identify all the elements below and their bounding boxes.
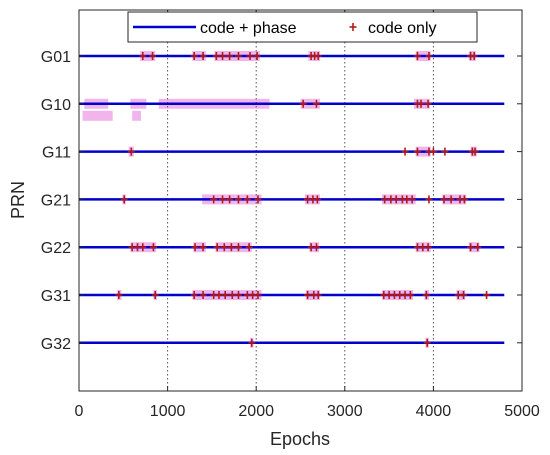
marker-g31-1 xyxy=(151,291,159,299)
marker-g21-18 xyxy=(447,195,455,204)
marker-g01-0 xyxy=(139,52,147,60)
marker-g31-0 xyxy=(115,291,123,299)
marker-g21-10 xyxy=(381,195,389,204)
legend-code-only-swatch xyxy=(349,23,357,31)
marker-g01-12 xyxy=(314,52,322,60)
y-axis-ticks: G01 G10 G11 G21 G22 G31 G32 xyxy=(41,49,522,353)
grid-layer xyxy=(167,10,434,391)
legend-code-only-label: code only xyxy=(368,20,437,37)
marker-g31-7 xyxy=(228,291,236,299)
marker-g01-3 xyxy=(199,52,207,60)
y-tick-label-g01: G01 xyxy=(41,49,71,66)
marker-g22-6 xyxy=(213,243,221,252)
marker-g10-3 xyxy=(417,99,425,108)
marker-g31-11 xyxy=(254,291,262,299)
marker-g21-15 xyxy=(408,195,416,204)
marker-g21-12 xyxy=(392,195,400,204)
marker-g21-9 xyxy=(313,195,321,204)
marker-g22-7 xyxy=(220,243,228,252)
highlight-g10b-0 xyxy=(82,110,113,121)
marker-g01-4 xyxy=(212,52,220,60)
marker-g11-5 xyxy=(441,147,449,156)
marker-g21-16 xyxy=(425,195,433,204)
marker-g31-8 xyxy=(234,291,242,299)
marker-g31-21 xyxy=(422,291,430,299)
y-tick-label-g10: G10 xyxy=(41,97,71,114)
marker-g22-10 xyxy=(245,243,253,252)
marker-g31-23 xyxy=(460,291,468,299)
marker-g01-13 xyxy=(413,52,421,60)
y-tick-label-g21: G21 xyxy=(41,192,71,209)
marker-g11-1 xyxy=(401,147,409,156)
marker-g10-0 xyxy=(299,99,307,108)
marker-g21-0 xyxy=(120,195,128,204)
marker-g32-0 xyxy=(248,338,256,347)
marker-g11-0 xyxy=(127,147,135,156)
marker-g22-17 xyxy=(474,243,482,252)
marker-g22-8 xyxy=(227,243,235,252)
marker-g21-6 xyxy=(254,195,262,204)
marker-g21-17 xyxy=(440,195,448,204)
marker-g01-5 xyxy=(219,52,227,60)
marker-g22-3 xyxy=(149,243,157,252)
marker-g11-4 xyxy=(429,147,437,156)
marker-g01-8 xyxy=(246,52,254,60)
marker-g01-1 xyxy=(149,52,157,60)
x-tick-label-2000: 2000 xyxy=(238,403,274,420)
y-tick-label-g22: G22 xyxy=(41,240,71,257)
x-tick-label-5000: 5000 xyxy=(504,403,540,420)
marker-g21-4 xyxy=(234,195,242,204)
marker-g21-20 xyxy=(460,195,468,204)
x-tick-label-1000: 1000 xyxy=(150,403,186,420)
marker-g01-14 xyxy=(425,52,433,60)
marker-g21-2 xyxy=(219,195,227,204)
marker-g22-12 xyxy=(312,243,320,252)
marker-g22-2 xyxy=(139,243,147,252)
marker-g22-15 xyxy=(424,243,432,252)
x-tick-label-4000: 4000 xyxy=(416,403,452,420)
legend-code-phase-label: code + phase xyxy=(200,20,297,37)
legend: code + phase code only xyxy=(127,11,478,43)
marker-g31-20 xyxy=(406,291,414,299)
marker-g01-2 xyxy=(190,52,198,60)
marker-g31-14 xyxy=(314,291,322,299)
marker-g22-16 xyxy=(467,243,475,252)
legend-plus-marker xyxy=(349,23,357,31)
marker-g22-9 xyxy=(234,243,242,252)
marker-g10-1 xyxy=(312,99,320,108)
marker-g01-9 xyxy=(253,52,261,60)
marker-g22-5 xyxy=(199,243,207,252)
marker-g01-7 xyxy=(234,52,242,60)
marker-g31-5 xyxy=(215,291,223,299)
marker-g01-16 xyxy=(470,52,478,60)
x-tick-label-3000: 3000 xyxy=(327,403,363,420)
y-axis-title: PRN xyxy=(8,181,28,219)
marker-g11-7 xyxy=(471,147,479,156)
marker-g11-2 xyxy=(413,147,421,156)
highlight-g10b-1 xyxy=(132,110,142,121)
y-tick-label-g11: G11 xyxy=(42,145,71,162)
marker-g31-12 xyxy=(304,291,312,299)
x-axis-ticks: 0 1000 2000 3000 4000 5000 xyxy=(75,10,540,420)
marker-g31-3 xyxy=(199,291,207,299)
marker-g31-24 xyxy=(483,291,491,299)
marker-g21-3 xyxy=(226,195,234,204)
marker-g21-5 xyxy=(243,195,251,204)
plot-area xyxy=(78,9,523,392)
marker-g31-6 xyxy=(221,291,229,299)
marker-g31-2 xyxy=(190,291,198,299)
marker-g32-1 xyxy=(423,338,431,347)
marker-g01-6 xyxy=(226,52,234,60)
x-tick-label-0: 0 xyxy=(75,403,84,420)
x-axis-title: Epochs xyxy=(270,429,330,449)
marker-g10-4 xyxy=(424,99,432,108)
y-tick-label-g31: G31 xyxy=(41,288,71,305)
y-tick-label-g32: G32 xyxy=(41,336,71,353)
code-only-markers xyxy=(115,52,491,347)
marker-g22-4 xyxy=(191,243,199,252)
marker-g21-1 xyxy=(210,195,218,204)
